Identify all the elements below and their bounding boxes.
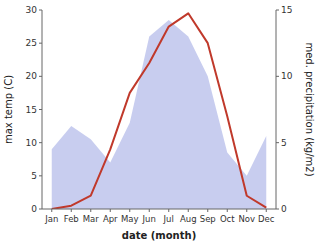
x-tick	[129, 209, 130, 212]
y2-axis-label: med. precipitation (kg/m2)	[304, 42, 315, 176]
y2-tick	[276, 209, 279, 210]
precipitation-area	[52, 20, 267, 209]
y2-tick	[276, 76, 279, 77]
y2-tick-label: 15	[281, 5, 292, 15]
y-tick-label: 5	[31, 171, 37, 181]
x-tick	[149, 209, 150, 212]
plot-area	[52, 13, 267, 209]
y-tick	[39, 109, 42, 110]
y2-axis-line	[276, 10, 277, 209]
x-tick-label: Sep	[200, 214, 216, 224]
temperature-line	[52, 13, 267, 209]
y-tick	[39, 209, 42, 210]
y-tick-label: 15	[26, 105, 37, 115]
chart: 0 5 10 15 20 25 30 0 5 10 15 Jan Feb MarAprMayJun Jul A…	[0, 0, 318, 247]
x-tick-label: May	[121, 214, 139, 224]
y-tick	[39, 10, 42, 11]
x-tick-label: Jun	[142, 214, 156, 224]
x-tick	[90, 209, 91, 212]
x-axis-label: date (month)	[122, 230, 196, 241]
x-tick	[168, 209, 169, 212]
y2-tick	[276, 142, 279, 143]
y-tick-label: 10	[26, 138, 38, 148]
x-tick	[51, 209, 52, 212]
x-tick	[110, 209, 111, 212]
y-axis-label: max temp (C)	[3, 75, 14, 144]
x-tick	[246, 209, 247, 212]
y2-tick	[276, 10, 279, 11]
y-tick	[39, 175, 42, 176]
y-tick-label: 30	[26, 5, 38, 15]
y2-tick-label: 5	[281, 138, 287, 148]
x-axis-line	[42, 209, 276, 210]
x-tick	[71, 209, 72, 212]
x-tick-label: Oct	[220, 214, 235, 224]
y2-tick-label: 0	[281, 204, 287, 214]
x-tick-label: Nov	[238, 214, 255, 224]
x-tick-label: Aug	[180, 214, 197, 224]
y-tick	[39, 43, 42, 44]
x-tick-label: Apr	[103, 214, 118, 224]
x-tick	[227, 209, 228, 212]
x-tick-label: Jan	[44, 214, 58, 224]
x-tick-label: Dec	[258, 214, 275, 224]
y-tick	[39, 76, 42, 77]
x-tick	[188, 209, 189, 212]
x-tick	[207, 209, 208, 212]
x-tick	[266, 209, 267, 212]
y-tick-label: 0	[31, 204, 37, 214]
x-tick-label: Jul	[163, 214, 174, 224]
y-tick-label: 25	[26, 38, 37, 48]
x-tick-label: Feb	[64, 214, 79, 224]
y-tick	[39, 142, 42, 143]
y-tick-label: 20	[26, 71, 38, 81]
x-tick-label: Mar	[83, 214, 100, 224]
y2-tick-label: 10	[281, 71, 293, 81]
